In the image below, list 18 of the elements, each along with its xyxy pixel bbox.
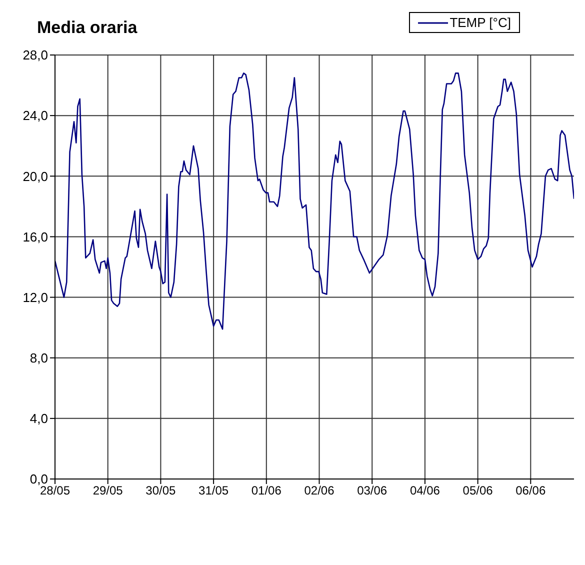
- x-tick-label: 02/06: [304, 484, 335, 498]
- x-tick-label: 03/06: [357, 484, 388, 498]
- x-tick-label: 01/06: [251, 484, 282, 498]
- y-tick-label: 16,0: [22, 229, 48, 244]
- x-tick-label: 31/05: [198, 484, 229, 498]
- y-tick-label: 12,0: [22, 290, 48, 305]
- y-tick-label: 28,0: [22, 48, 48, 63]
- chart-title: Media oraria: [37, 18, 138, 38]
- y-tick-label: 4,0: [30, 411, 48, 426]
- y-tick-label: 20,0: [22, 168, 48, 184]
- y-tick-label: 8,0: [30, 350, 48, 366]
- legend-label: TEMP [°C]: [450, 15, 511, 30]
- x-tick-label: 05/06: [462, 484, 494, 498]
- x-tick-label: 29/05: [92, 484, 124, 498]
- x-tick-label: 04/06: [410, 484, 440, 498]
- x-tick-label: 06/06: [516, 484, 546, 498]
- y-tick-label: 24,0: [22, 108, 48, 124]
- x-tick-label: 30/05: [146, 484, 176, 498]
